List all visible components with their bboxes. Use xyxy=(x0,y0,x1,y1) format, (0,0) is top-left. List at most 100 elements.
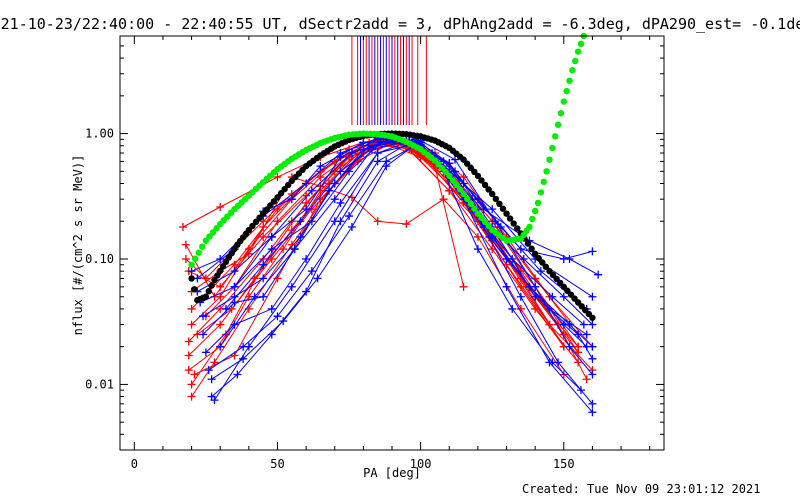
series-11-marker-3 xyxy=(279,245,288,254)
series-21-marker-9 xyxy=(519,255,528,264)
series-22-marker-11 xyxy=(582,330,591,339)
series-29-marker-7 xyxy=(485,232,494,241)
series-10-marker-0 xyxy=(184,351,193,360)
series-1-point-99 xyxy=(537,189,545,196)
series-23-marker-4 xyxy=(336,198,345,207)
series-30-marker-8 xyxy=(548,292,557,301)
series-0-point-20 xyxy=(245,226,253,234)
series-1-point-4 xyxy=(202,237,210,244)
series-26-line xyxy=(211,138,593,405)
series-1-point-108 xyxy=(563,87,570,95)
series-17-marker-3 xyxy=(302,179,311,188)
series-0-point-6 xyxy=(205,287,212,295)
series-24-line xyxy=(208,141,593,371)
series-20-marker-2 xyxy=(267,245,276,254)
series-1-point-73 xyxy=(449,177,457,184)
series-29-marker-2 xyxy=(296,217,305,226)
series-0-point-87 xyxy=(485,186,492,193)
series-0-point-101 xyxy=(535,254,542,262)
series-5-marker-1 xyxy=(216,282,225,291)
series-13-marker-0 xyxy=(187,392,196,401)
series-0-point-86 xyxy=(481,181,489,189)
series-0-point-7 xyxy=(208,282,215,289)
series-1-point-76 xyxy=(460,190,467,198)
series-28-marker-9 xyxy=(548,358,557,367)
series-25-marker-5 xyxy=(382,162,391,171)
series-0-point-100 xyxy=(531,250,539,258)
series-1-point-113 xyxy=(577,40,585,48)
series-26-marker-5 xyxy=(373,157,382,166)
series-26-marker-3 xyxy=(302,287,311,296)
series-25-marker-8 xyxy=(491,217,500,226)
x-tick-label-1: 50 xyxy=(270,457,284,471)
series-1-point-109 xyxy=(566,77,573,84)
series-1-point-77 xyxy=(463,195,471,203)
series-15-marker-2 xyxy=(267,255,276,264)
y-tick-label-0: 0.01 xyxy=(85,377,114,391)
series-0-point-91 xyxy=(499,205,507,212)
series-18-marker-11 xyxy=(594,270,603,279)
series-1-point-105 xyxy=(554,121,562,128)
series-2-marker-1 xyxy=(216,202,225,211)
series-14-marker-0 xyxy=(190,370,199,379)
series-28-marker-0 xyxy=(216,342,225,351)
series-0-point-30 xyxy=(281,185,288,193)
series-17-marker-11 xyxy=(588,247,597,256)
series-28-marker-2 xyxy=(290,245,299,254)
series-25-line xyxy=(211,140,593,380)
series-16-marker-9 xyxy=(574,348,583,357)
series-25-marker-0 xyxy=(207,375,216,384)
chart-title: 2021-10-23/22:40:00 - 22:40:55 UT, dSect… xyxy=(0,15,800,33)
series-0-point-0 xyxy=(188,275,195,282)
series-8-line xyxy=(191,138,565,335)
series-11-marker-0 xyxy=(184,366,193,375)
series-0-point-85 xyxy=(478,177,485,184)
series-1-point-106 xyxy=(557,109,565,117)
series-0-point-1 xyxy=(191,286,198,293)
series-16-marker-3 xyxy=(316,173,325,182)
series-6-marker-11 xyxy=(559,370,568,379)
series-26-marker-2 xyxy=(267,330,276,339)
series-2-marker-2 xyxy=(273,173,282,182)
series-1-point-103 xyxy=(549,144,556,152)
series-28-marker-1 xyxy=(250,292,259,301)
series-30-marker-9 xyxy=(579,320,588,329)
series-0-point-90 xyxy=(496,200,503,208)
series-1-point-96 xyxy=(529,215,536,223)
series-1-point-100 xyxy=(540,178,547,186)
series-29-marker-3 xyxy=(336,167,345,176)
x-tick-label-0: 0 xyxy=(131,457,138,471)
series-1-point-5 xyxy=(206,233,213,240)
series-24-marker-0 xyxy=(204,366,213,375)
series-9-marker-0 xyxy=(184,337,193,346)
series-0-point-88 xyxy=(489,190,496,198)
series-16-marker-2 xyxy=(273,217,282,226)
series-25-marker-3 xyxy=(313,274,322,283)
series-21-marker-0 xyxy=(199,312,208,321)
series-6-line xyxy=(191,176,565,375)
series-25-marker-11 xyxy=(588,370,597,379)
series-29-marker-8 xyxy=(525,282,534,291)
series-6-marker-6 xyxy=(373,217,382,226)
series-24-marker-2 xyxy=(273,312,282,321)
series-22-marker-0 xyxy=(199,330,208,339)
series-0-point-31 xyxy=(285,181,292,189)
series-30-marker-0 xyxy=(230,282,239,291)
series-25-marker-4 xyxy=(347,222,356,231)
y-tick-label-1: 0.10 xyxy=(85,252,114,266)
series-13-marker-3 xyxy=(287,240,296,249)
x-tick-label-2: 100 xyxy=(410,457,432,471)
series-19-marker-3 xyxy=(302,205,311,214)
series-0-point-9 xyxy=(214,272,221,279)
series-4-marker-10 xyxy=(459,282,468,291)
series-7-marker-2 xyxy=(273,205,282,214)
series-24-marker-11 xyxy=(588,354,597,363)
series-0-point-10 xyxy=(217,267,224,275)
series-26 xyxy=(207,135,597,408)
series-1-point-107 xyxy=(560,98,567,105)
series-4-marker-0 xyxy=(181,255,190,264)
series-6-marker-7 xyxy=(402,220,411,229)
series-1-point-78 xyxy=(467,200,474,208)
series-27-marker-9 xyxy=(588,408,597,417)
series-29-marker-1 xyxy=(259,260,268,269)
